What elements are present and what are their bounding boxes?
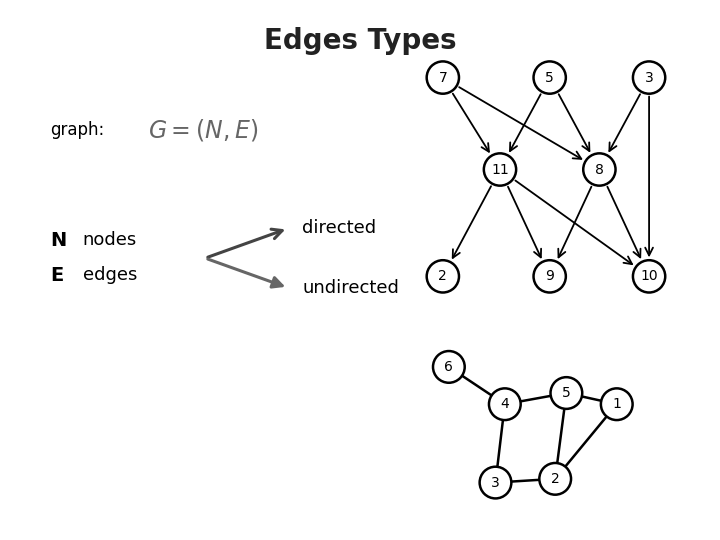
Text: 9: 9	[545, 269, 554, 284]
Circle shape	[539, 463, 571, 495]
Text: nodes: nodes	[83, 231, 137, 249]
Text: 10: 10	[640, 269, 658, 284]
Circle shape	[551, 377, 582, 409]
Circle shape	[484, 153, 516, 186]
Circle shape	[489, 388, 521, 420]
Circle shape	[427, 260, 459, 293]
Text: directed: directed	[302, 219, 377, 238]
Circle shape	[433, 351, 464, 383]
Circle shape	[633, 62, 665, 94]
Text: 1: 1	[612, 397, 621, 411]
Text: 2: 2	[551, 472, 559, 486]
Circle shape	[583, 153, 616, 186]
Text: E: E	[50, 266, 63, 285]
Text: 2: 2	[438, 269, 447, 284]
Text: Edges Types: Edges Types	[264, 27, 456, 55]
Text: 3: 3	[491, 476, 500, 490]
Text: 5: 5	[562, 386, 571, 400]
Circle shape	[633, 260, 665, 293]
Text: 11: 11	[491, 163, 509, 177]
Text: 4: 4	[500, 397, 509, 411]
Circle shape	[534, 260, 566, 293]
Text: 5: 5	[545, 71, 554, 85]
Text: 3: 3	[644, 71, 654, 85]
Text: N: N	[50, 231, 67, 250]
Circle shape	[480, 467, 511, 498]
Text: $G = (N, E)$: $G = (N, E)$	[148, 117, 258, 143]
Text: 7: 7	[438, 71, 447, 85]
Text: 8: 8	[595, 163, 604, 177]
Circle shape	[601, 388, 633, 420]
Text: edges: edges	[83, 266, 138, 285]
Circle shape	[534, 62, 566, 94]
Text: undirected: undirected	[302, 279, 400, 297]
Text: graph:: graph:	[50, 120, 104, 139]
Circle shape	[427, 62, 459, 94]
Text: 6: 6	[444, 360, 454, 374]
